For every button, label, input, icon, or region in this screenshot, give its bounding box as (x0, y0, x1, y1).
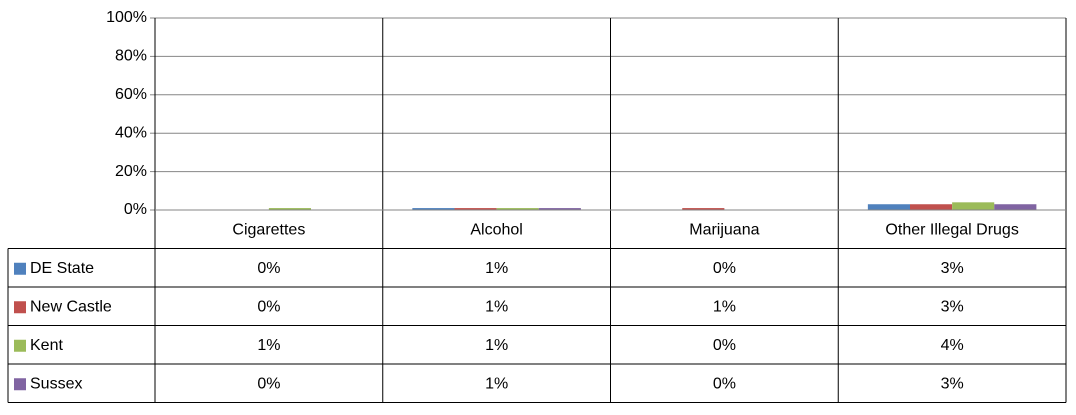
data-label: 0% (713, 337, 736, 354)
bar (682, 208, 725, 210)
y-tick-label: 60% (115, 86, 147, 103)
data-label: 3% (941, 298, 964, 315)
data-label: 0% (257, 298, 280, 315)
legend-label: DE State (30, 260, 94, 277)
y-tick-label: 100% (106, 9, 147, 26)
legend-label: New Castle (30, 298, 112, 315)
data-label: 1% (713, 298, 736, 315)
y-tick-label: 40% (115, 124, 147, 141)
bar (454, 208, 497, 210)
legend-swatch (14, 339, 26, 352)
y-tick-label: 80% (115, 48, 147, 65)
data-label: 1% (485, 298, 508, 315)
data-label: 0% (257, 375, 280, 392)
bar (496, 208, 539, 210)
x-tick-label: Other Illegal Drugs (885, 221, 1018, 238)
data-label: 3% (941, 375, 964, 392)
legend-swatch (14, 301, 26, 314)
bar (952, 202, 995, 210)
data-label: 0% (713, 260, 736, 277)
data-label: 0% (713, 375, 736, 392)
y-tick-label: 0% (124, 201, 147, 218)
legend-swatch (14, 378, 26, 391)
data-label: 0% (257, 260, 280, 277)
x-tick-label: Alcohol (470, 221, 522, 238)
x-tick-label: Cigarettes (232, 221, 305, 238)
y-tick-label: 20% (115, 163, 147, 180)
bar (994, 204, 1037, 210)
data-label: 3% (941, 260, 964, 277)
bar (268, 208, 312, 210)
bar (909, 204, 953, 210)
data-label: 1% (485, 260, 508, 277)
data-label: 4% (941, 337, 964, 354)
bar (867, 204, 910, 210)
legend-swatch (14, 262, 26, 275)
x-tick-label: Marijuana (689, 221, 759, 238)
bar (412, 208, 455, 210)
data-label: 1% (257, 337, 280, 354)
data-label: 1% (485, 375, 508, 392)
data-label: 1% (485, 337, 508, 354)
legend-label: Kent (30, 337, 63, 354)
bar (538, 208, 581, 210)
legend-label: Sussex (30, 375, 82, 392)
